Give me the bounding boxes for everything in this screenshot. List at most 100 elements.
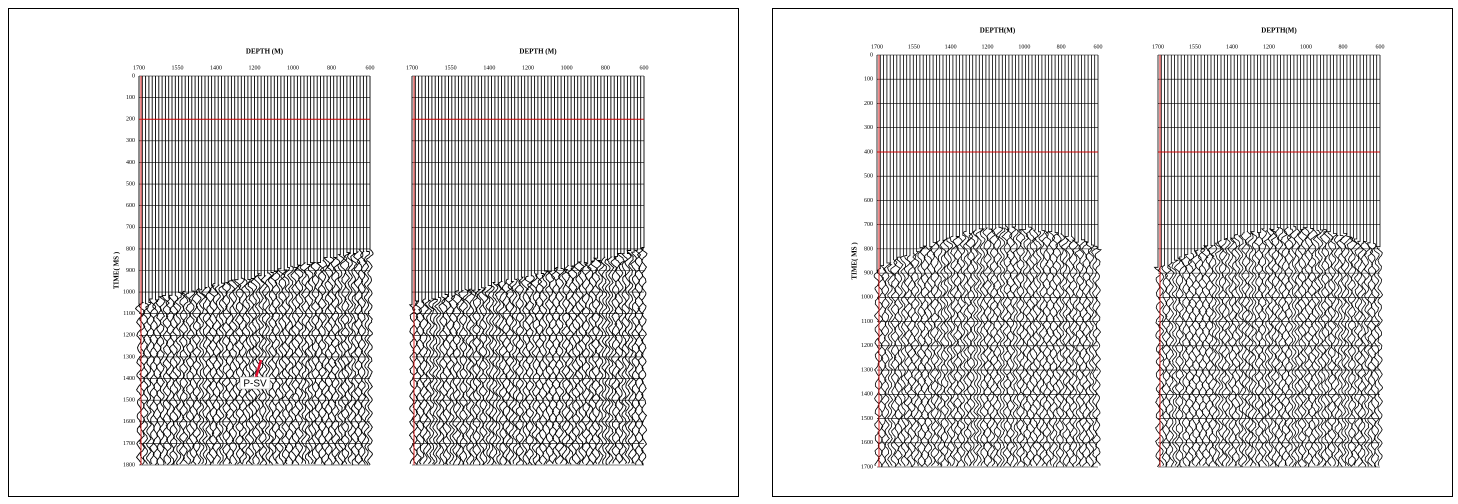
- trace: [1005, 55, 1013, 467]
- trace: [1167, 55, 1175, 467]
- trace: [586, 76, 595, 464]
- trace: [1343, 55, 1352, 467]
- trace: [896, 55, 904, 466]
- trace: [1047, 55, 1056, 466]
- x-tick-label: 1200: [982, 44, 994, 50]
- trace: [142, 76, 150, 465]
- trace: [1349, 55, 1358, 467]
- trace: [155, 76, 163, 465]
- y-tick-label: 0: [870, 52, 873, 58]
- trace: [1031, 55, 1039, 466]
- trace: [195, 76, 202, 465]
- trace: [518, 76, 525, 465]
- panel-frame: [772, 8, 1453, 497]
- trace: [1316, 55, 1325, 466]
- trace: [1058, 55, 1065, 467]
- trace: [570, 76, 578, 465]
- trace: [218, 76, 226, 465]
- trace: [1094, 55, 1102, 466]
- x-tick-label: 600: [640, 65, 649, 71]
- y-tick-label: 900: [126, 268, 135, 274]
- trace: [1227, 55, 1235, 467]
- trace: [283, 76, 291, 465]
- trace: [356, 76, 364, 465]
- trace: [972, 55, 980, 466]
- trace: [185, 76, 193, 465]
- trace: [274, 76, 281, 465]
- trace: [1244, 55, 1252, 466]
- trace: [1210, 55, 1218, 467]
- seismic-section: DEPTH (M) 1700 1550 1400 1200 1000 800 600 0 100 2…: [113, 48, 375, 469]
- trace: [1178, 55, 1186, 468]
- trace: [1247, 55, 1254, 467]
- annotation-arrow: [254, 359, 263, 378]
- trace: [557, 76, 565, 464]
- trace: [1369, 55, 1377, 468]
- y-tick-label: 1600: [861, 440, 873, 446]
- trace: [965, 55, 974, 467]
- trace: [910, 55, 917, 468]
- trace: [366, 76, 374, 465]
- seismic-section: DEPTH(M) 1700 1550 1400 1200 1000 800 600 0 100 20…: [851, 27, 1103, 471]
- trace: [1020, 55, 1029, 467]
- x-tick-label: 600: [366, 65, 375, 71]
- trace: [307, 76, 316, 464]
- trace: [1233, 55, 1241, 466]
- trace: [1164, 55, 1172, 467]
- trace: [1249, 55, 1258, 466]
- y-tick-label: 400: [126, 160, 135, 166]
- trace: [221, 76, 228, 465]
- trace: [882, 55, 892, 468]
- trace: [1276, 55, 1284, 467]
- y-tick-label: 1700: [861, 464, 873, 470]
- trace: [326, 76, 334, 465]
- trace: [1051, 55, 1059, 467]
- trace: [1091, 55, 1098, 467]
- x-tick-label: 800: [1339, 44, 1348, 50]
- trace: [337, 76, 345, 465]
- trace: [636, 76, 644, 465]
- trace: [1296, 55, 1304, 468]
- x-tick-label: 1700: [406, 65, 418, 71]
- y-tick-label: 300: [126, 138, 135, 144]
- trace: [1018, 55, 1026, 467]
- trace: [1300, 55, 1308, 467]
- trace: [573, 76, 582, 465]
- trace: [498, 76, 506, 465]
- trace: [214, 76, 222, 464]
- trace: [577, 76, 585, 465]
- trace: [1336, 55, 1345, 467]
- trace: [149, 76, 157, 465]
- trace: [995, 55, 1003, 466]
- trace: [422, 76, 429, 465]
- trace: [968, 55, 976, 466]
- trace: [1357, 55, 1364, 467]
- y-tick-label: 1500: [123, 398, 135, 404]
- trace: [444, 76, 452, 465]
- y-tick-label: 1400: [861, 392, 873, 398]
- trace: [541, 76, 549, 465]
- x-tick-label: 1700: [133, 65, 145, 71]
- trace: [457, 76, 465, 465]
- x-tick-label: 1550: [445, 65, 457, 71]
- trace: [231, 76, 239, 465]
- trace: [1302, 55, 1311, 467]
- y-tick-label: 1200: [861, 343, 873, 349]
- x-tick-label: 1200: [522, 65, 534, 71]
- trace: [431, 76, 439, 465]
- trace: [145, 76, 152, 465]
- section-title: DEPTH(M): [980, 27, 1016, 35]
- trace: [317, 76, 325, 464]
- trace: [478, 76, 486, 466]
- trace: [1330, 55, 1338, 467]
- trace: [1200, 55, 1209, 466]
- trace: [946, 55, 954, 467]
- annotation-box: [239, 376, 271, 390]
- y-tick-label: 400: [864, 149, 873, 155]
- seismic-section: DEPTH (M) 1700 1550 1400 1200 1000 800 600: [406, 48, 649, 466]
- y-tick-label: 900: [864, 270, 873, 276]
- x-tick-label: 1700: [871, 44, 883, 50]
- trace: [626, 76, 634, 464]
- y-tick-label: 700: [126, 225, 135, 231]
